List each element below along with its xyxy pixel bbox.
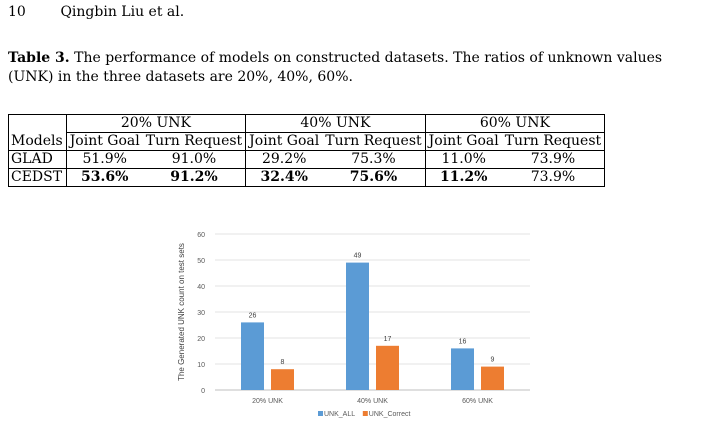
y-axis-label: The Generated UNK count on test sets	[177, 243, 186, 381]
x-tick-label: 60% UNK	[462, 398, 493, 405]
table-subheader-row: Models Joint Goal Turn Request Joint Goa…	[8, 132, 606, 151]
group-header-60: 60% UNK	[425, 114, 606, 133]
page-number: 10	[8, 4, 26, 20]
bar-data-labels: 26 8 49 17 16 9	[249, 253, 495, 367]
bar-value-label: 8	[281, 359, 285, 366]
table-cell: 91.0%	[142, 150, 247, 169]
bar-value-label: 17	[384, 336, 392, 343]
table-cell: 51.9%	[66, 150, 143, 169]
bar-value-label: 49	[354, 253, 362, 260]
table-caption: Table 3. The performance of models on co…	[8, 49, 698, 87]
bar-unk-correct	[376, 345, 399, 390]
table-cell: 73.9%	[501, 168, 606, 187]
model-name: GLAD	[8, 150, 67, 169]
y-tick-label: 40	[197, 284, 205, 291]
model-name: CEDST	[8, 168, 67, 187]
table-row: GLAD 51.9% 91.0% 29.2% 75.3% 11.0% 73.9%	[8, 150, 606, 169]
table-corner	[8, 114, 67, 133]
models-header: Models	[8, 132, 67, 151]
subheader-turn-request: Turn Request	[142, 132, 247, 151]
table-row: CEDST 53.6% 91.2% 32.4% 75.6% 11.2% 73.9…	[8, 168, 606, 187]
bar-value-label: 16	[459, 338, 467, 345]
group-header-20: 20% UNK	[66, 114, 247, 133]
legend-swatch	[318, 411, 323, 416]
y-tick-label: 20	[197, 336, 205, 343]
page-header: 10 Qingbin Liu et al.	[8, 4, 184, 20]
table-cell: 75.3%	[322, 150, 426, 169]
subheader-joint-goal: Joint Goal	[69, 133, 140, 149]
y-axis-ticks: 0 10 20 30 40 50 60	[197, 232, 205, 395]
chart-bars	[241, 262, 504, 390]
subheader-turn-request: Turn Request	[501, 132, 606, 151]
bar-unk-correct	[271, 369, 294, 390]
table-cell: 29.2%	[245, 150, 323, 169]
bar-unk-correct	[481, 366, 504, 390]
chart-gridlines	[215, 233, 530, 391]
bar-unk-all	[346, 262, 369, 390]
caption-text: The performance of models on constructed…	[8, 50, 663, 85]
chart-legend: UNK_ALL UNK_Correct	[318, 411, 410, 418]
legend-label: UNK_Correct	[369, 411, 411, 418]
table-label: Table 3.	[8, 50, 70, 66]
bar-value-label: 26	[249, 312, 257, 319]
y-tick-label: 30	[197, 310, 205, 317]
table-cell: 53.6%	[66, 168, 143, 187]
bar-value-label: 9	[491, 357, 495, 364]
table-cell: 73.9%	[501, 150, 606, 169]
legend-swatch	[362, 411, 368, 416]
subheader-joint-goal: Joint Goal	[249, 133, 320, 149]
results-table: 20% UNK 40% UNK 60% UNK Models Joint Goa…	[8, 114, 606, 187]
y-tick-label: 0	[201, 388, 205, 395]
x-axis-ticks: 20% UNK 40% UNK 60% UNK	[252, 398, 493, 405]
table-cell: 75.6%	[322, 168, 426, 187]
y-tick-label: 60	[197, 232, 205, 239]
y-tick-label: 10	[197, 362, 205, 369]
group-header-40: 40% UNK	[245, 114, 426, 133]
running-authors: Qingbin Liu et al.	[60, 4, 185, 20]
bar-unk-all	[451, 348, 474, 390]
legend-label: UNK_ALL	[324, 411, 355, 418]
subheader-joint-goal: Joint Goal	[428, 133, 499, 149]
bar-unk-all	[241, 322, 264, 390]
subheader-turn-request: Turn Request	[322, 132, 426, 151]
table-cell: 11.2%	[425, 168, 502, 187]
unk-count-bar-chart: 0 10 20 30 40 50 60 26 8 49 17 16 9 20% UNK 40% UNK 6…	[177, 232, 530, 418]
x-tick-label: 40% UNK	[357, 398, 388, 405]
table-cell: 32.4%	[245, 168, 323, 187]
table-cell: 11.0%	[425, 150, 502, 169]
y-tick-label: 50	[197, 258, 205, 265]
table-cell: 91.2%	[142, 168, 247, 187]
x-tick-label: 20% UNK	[252, 398, 283, 405]
table-group-row: 20% UNK 40% UNK 60% UNK	[8, 114, 606, 133]
